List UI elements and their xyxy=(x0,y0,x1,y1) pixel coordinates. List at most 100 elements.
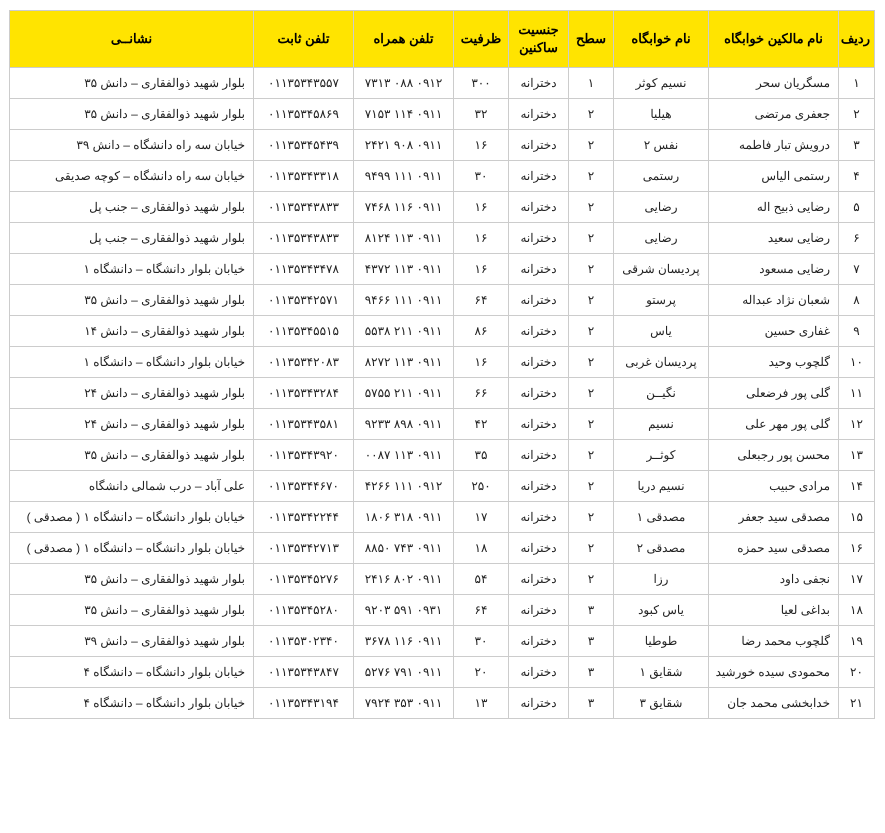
gender: دخترانه xyxy=(509,409,569,440)
landline: ۰۱۱۳۵۳۴۵۵۱۵ xyxy=(254,316,354,347)
address: خیابان سه راه دانشگاه – دانش ۳۹ xyxy=(10,130,254,161)
level: ۲ xyxy=(569,409,614,440)
level: ۳ xyxy=(569,657,614,688)
capacity: ۳۰ xyxy=(454,161,509,192)
capacity: ۱۸ xyxy=(454,533,509,564)
dorm-name: نگیــن xyxy=(614,378,709,409)
dorm-name: رستمی xyxy=(614,161,709,192)
landline: ۰۱۱۳۵۳۴۳۵۸۱ xyxy=(254,409,354,440)
mobile: ۰۹۱۲ ۱۱۱ ۴۲۶۶ xyxy=(354,471,454,502)
gender: دخترانه xyxy=(509,285,569,316)
address: خیابان بلوار دانشگاه – دانشگاه ۱ ( مصدقی… xyxy=(10,502,254,533)
row-num: ۲۰ xyxy=(839,657,875,688)
owner-name: مصدقی سید جعفر xyxy=(709,502,839,533)
landline: ۰۱۱۳۵۳۴۵۲۷۶ xyxy=(254,564,354,595)
table-row: ۵رضایی ذبیح الهرضایی۲دخترانه۱۶۰۹۱۱ ۱۱۶ ۷… xyxy=(10,192,875,223)
dorm-name: یاس xyxy=(614,316,709,347)
dorm-name: نسیم دریا xyxy=(614,471,709,502)
table-row: ۱۲گلی پور مهر علینسیم۲دخترانه۴۲۰۹۱۱ ۸۹۸ … xyxy=(10,409,875,440)
row-num: ۱۱ xyxy=(839,378,875,409)
mobile: ۰۹۱۱ ۸۰۲ ۲۴۱۶ xyxy=(354,564,454,595)
mobile: ۰۹۱۱ ۹۰۸ ۲۴۲۱ xyxy=(354,130,454,161)
dorm-name: رضایی xyxy=(614,223,709,254)
gender: دخترانه xyxy=(509,316,569,347)
mobile: ۰۹۱۱ ۳۵۳ ۷۹۲۴ xyxy=(354,688,454,719)
table-row: ۱۶مصدقی سید حمزهمصدقی ۲۲دخترانه۱۸۰۹۱۱ ۷۴… xyxy=(10,533,875,564)
capacity: ۳۲ xyxy=(454,99,509,130)
header-row-num: ردیف xyxy=(839,11,875,68)
dorm-name: رضایی xyxy=(614,192,709,223)
row-num: ۱۷ xyxy=(839,564,875,595)
owner-name: گلی پور مهر علی xyxy=(709,409,839,440)
gender: دخترانه xyxy=(509,347,569,378)
level: ۲ xyxy=(569,378,614,409)
mobile: ۰۹۱۱ ۱۱۶ ۳۶۷۸ xyxy=(354,626,454,657)
row-num: ۲۱ xyxy=(839,688,875,719)
capacity: ۱۶ xyxy=(454,192,509,223)
row-num: ۳ xyxy=(839,130,875,161)
header-address: نشانــی xyxy=(10,11,254,68)
capacity: ۳۰۰ xyxy=(454,68,509,99)
table-row: ۳درویش تبار فاطمهنفس ۲۲دخترانه۱۶۰۹۱۱ ۹۰۸… xyxy=(10,130,875,161)
landline: ۰۱۱۳۵۳۴۵۸۶۹ xyxy=(254,99,354,130)
row-num: ۱۹ xyxy=(839,626,875,657)
landline: ۰۱۱۳۵۳۴۴۶۷۰ xyxy=(254,471,354,502)
owner-name: نجفی داود xyxy=(709,564,839,595)
landline: ۰۱۱۳۵۳۴۲۵۷۱ xyxy=(254,285,354,316)
address: خیابان بلوار دانشگاه – دانشگاه ۴ xyxy=(10,657,254,688)
level: ۳ xyxy=(569,595,614,626)
landline: ۰۱۱۳۵۳۴۲۰۸۳ xyxy=(254,347,354,378)
gender: دخترانه xyxy=(509,657,569,688)
table-row: ۱مسگریان سحرنسیم کوثر۱دخترانه۳۰۰۰۹۱۲ ۰۸۸… xyxy=(10,68,875,99)
mobile: ۰۹۳۱ ۵۹۱ ۹۲۰۳ xyxy=(354,595,454,626)
row-num: ۴ xyxy=(839,161,875,192)
row-num: ۹ xyxy=(839,316,875,347)
table-row: ۱۳محسن پور رجبعلیکوثــر۲دخترانه۳۵۰۹۱۱ ۱۱… xyxy=(10,440,875,471)
owner-name: رضایی ذبیح اله xyxy=(709,192,839,223)
gender: دخترانه xyxy=(509,254,569,285)
row-num: ۵ xyxy=(839,192,875,223)
capacity: ۲۵۰ xyxy=(454,471,509,502)
row-num: ۱۲ xyxy=(839,409,875,440)
dorm-name: یاس کبود xyxy=(614,595,709,626)
owner-name: گلچوب محمد رضا xyxy=(709,626,839,657)
mobile: ۰۹۱۱ ۷۴۳ ۸۸۵۰ xyxy=(354,533,454,564)
address: خیابان بلوار دانشگاه – دانشگاه ۱ xyxy=(10,347,254,378)
owner-name: غفاری حسین xyxy=(709,316,839,347)
gender: دخترانه xyxy=(509,68,569,99)
gender: دخترانه xyxy=(509,99,569,130)
level: ۳ xyxy=(569,626,614,657)
address: بلوار شهید ذوالفقاری – دانش ۳۹ xyxy=(10,626,254,657)
header-mobile: تلفن همراه xyxy=(354,11,454,68)
table-row: ۷رضایی مسعودپردیسان شرقی۲دخترانه۱۶۰۹۱۱ ۱… xyxy=(10,254,875,285)
owner-name: گلی پور فرضعلی xyxy=(709,378,839,409)
capacity: ۳۰ xyxy=(454,626,509,657)
landline: ۰۱۱۳۵۳۴۳۸۴۷ xyxy=(254,657,354,688)
mobile: ۰۹۱۱ ۳۱۸ ۱۸۰۶ xyxy=(354,502,454,533)
capacity: ۱۳ xyxy=(454,688,509,719)
level: ۲ xyxy=(569,533,614,564)
address: بلوار شهید ذوالفقاری – جنب پل xyxy=(10,223,254,254)
dorm-name: رزا xyxy=(614,564,709,595)
level: ۲ xyxy=(569,564,614,595)
level: ۲ xyxy=(569,502,614,533)
dorm-name: شقایق ۱ xyxy=(614,657,709,688)
landline: ۰۱۱۳۵۳۴۳۴۷۸ xyxy=(254,254,354,285)
address: بلوار شهید ذوالفقاری – جنب پل xyxy=(10,192,254,223)
owner-name: مصدقی سید حمزه xyxy=(709,533,839,564)
mobile: ۰۹۱۱ ۱۱۳ ۸۲۷۲ xyxy=(354,347,454,378)
mobile: ۰۹۱۱ ۲۱۱ ۵۷۵۵ xyxy=(354,378,454,409)
table-row: ۱۷نجفی داودرزا۲دخترانه۵۴۰۹۱۱ ۸۰۲ ۲۴۱۶۰۱۱… xyxy=(10,564,875,595)
address: خیابان بلوار دانشگاه – دانشگاه ۴ xyxy=(10,688,254,719)
header-level: سطح xyxy=(569,11,614,68)
landline: ۰۱۱۳۵۳۴۵۴۳۹ xyxy=(254,130,354,161)
mobile: ۰۹۱۱ ۱۱۶ ۷۴۶۸ xyxy=(354,192,454,223)
mobile: ۰۹۱۱ ۱۱۴ ۷۱۵۳ xyxy=(354,99,454,130)
dorm-name: طوطیا xyxy=(614,626,709,657)
level: ۲ xyxy=(569,471,614,502)
table-row: ۲۱خدابخشی محمد جانشقایق ۳۳دخترانه۱۳۰۹۱۱ … xyxy=(10,688,875,719)
row-num: ۷ xyxy=(839,254,875,285)
row-num: ۱۸ xyxy=(839,595,875,626)
address: خیابان سه راه دانشگاه – کوچه صدیقی xyxy=(10,161,254,192)
gender: دخترانه xyxy=(509,533,569,564)
